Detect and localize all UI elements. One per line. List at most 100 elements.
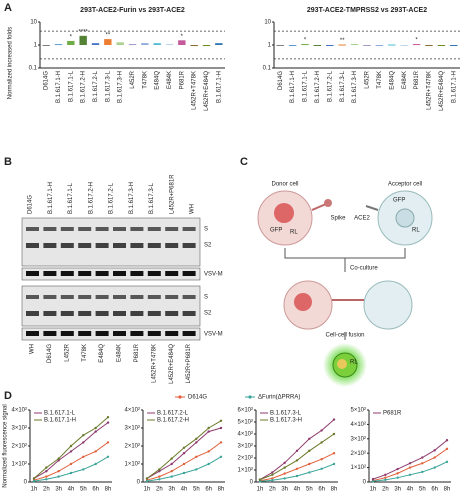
x-tick-label: B.1.617.3-L	[105, 70, 111, 102]
point	[45, 470, 48, 473]
nucleus	[337, 359, 347, 369]
band	[182, 243, 196, 248]
band-label: S	[204, 227, 208, 233]
point	[295, 474, 299, 478]
significance-label: **	[105, 33, 110, 39]
x-tick-label: B.1.617.2-H	[81, 71, 87, 103]
lane-label: E484Q	[99, 344, 105, 363]
x-tick-label: 4h	[294, 487, 301, 493]
diagram: Donor cell Acceptor cell Spike ACE2 GFP …	[257, 182, 433, 387]
point	[320, 467, 323, 470]
band	[60, 311, 74, 316]
point	[308, 437, 311, 440]
point	[371, 477, 375, 481]
x-tick-label: B.1.617.1-H	[56, 71, 62, 103]
label: GFP	[393, 198, 405, 204]
lane-label: L452R+P681R	[186, 343, 192, 383]
point	[320, 458, 323, 461]
band	[78, 271, 92, 276]
series-line	[372, 439, 448, 480]
point	[57, 457, 60, 460]
legend-label: B.1.617.2-L	[157, 411, 189, 417]
x-tick-label: 6h	[92, 487, 99, 493]
band	[26, 227, 39, 231]
point	[207, 462, 210, 466]
bar	[388, 44, 396, 46]
x-tick-label: 4h	[407, 487, 414, 493]
y-tick-label: 2×10²	[11, 444, 27, 450]
point	[94, 462, 97, 466]
point	[433, 466, 436, 469]
y-tick-label: 0	[24, 480, 28, 486]
point	[207, 450, 210, 453]
bar	[178, 40, 186, 45]
point	[283, 477, 286, 480]
point	[219, 455, 223, 458]
point	[408, 473, 412, 476]
bar	[350, 44, 359, 46]
point	[421, 462, 424, 465]
band	[26, 271, 39, 276]
x-tick-label: B.1.617.1-H	[290, 71, 296, 103]
point	[182, 452, 186, 455]
label: Spike	[330, 216, 346, 222]
band	[147, 271, 161, 276]
point	[384, 473, 387, 476]
x-tick-label: 2h	[43, 487, 50, 493]
point	[271, 471, 274, 474]
point	[82, 468, 85, 471]
band	[78, 331, 92, 336]
bar	[276, 45, 284, 46]
band	[113, 331, 126, 336]
band	[60, 331, 74, 336]
y-tick-label: 1×10²	[237, 468, 253, 474]
point	[145, 477, 149, 480]
x-tick-label: L452R+T478K	[427, 71, 433, 110]
panel-label: A	[4, 2, 12, 14]
x-tick-label: E484Q	[389, 71, 395, 90]
bar	[91, 43, 100, 45]
lane-label: L452R+T478K	[151, 344, 157, 383]
x-tick-label: 3h	[394, 487, 401, 493]
x-tick-label: 8h	[105, 487, 112, 493]
point	[94, 430, 97, 433]
x-tick-label: 5h	[306, 487, 313, 493]
band	[147, 227, 161, 231]
band	[130, 331, 144, 336]
bar	[165, 44, 174, 46]
point	[45, 478, 48, 481]
x-tick-label: B.1.617.1-H	[451, 71, 457, 103]
bar	[313, 45, 322, 46]
x-tick-label: 4h	[181, 487, 188, 493]
x-tick-label: B.1.617.2-H	[315, 71, 321, 103]
point	[396, 476, 399, 479]
chart-title: 293T-ACE2-TMPRSS2 vs 293T-ACE2	[307, 7, 427, 14]
y-tick-label: 10	[264, 20, 271, 26]
point	[258, 480, 262, 483]
point	[295, 459, 299, 462]
bar	[128, 44, 137, 46]
label: RL	[350, 360, 358, 366]
x-tick-label: B.1.617.2-L	[93, 70, 99, 102]
acceptor-cell	[363, 280, 413, 330]
x-tick-label: E484K	[167, 71, 173, 89]
band	[130, 295, 144, 299]
band	[182, 271, 196, 276]
band	[43, 311, 57, 316]
legend-label: B.1.617.3-H	[270, 418, 302, 424]
band	[113, 271, 126, 276]
band	[26, 311, 39, 316]
band	[60, 295, 74, 299]
lane-label: E484K	[117, 344, 123, 362]
point	[170, 475, 173, 478]
band	[95, 331, 109, 336]
point	[207, 426, 210, 430]
point	[219, 426, 223, 430]
x-tick-label: B.1.617.1-H	[216, 71, 222, 103]
significance-label: *	[181, 34, 184, 40]
point	[219, 419, 223, 422]
lane-label: D614G	[47, 344, 53, 363]
legend-label: D614G	[188, 395, 207, 401]
x-tick-label: B.1.617.3-H	[352, 71, 358, 103]
